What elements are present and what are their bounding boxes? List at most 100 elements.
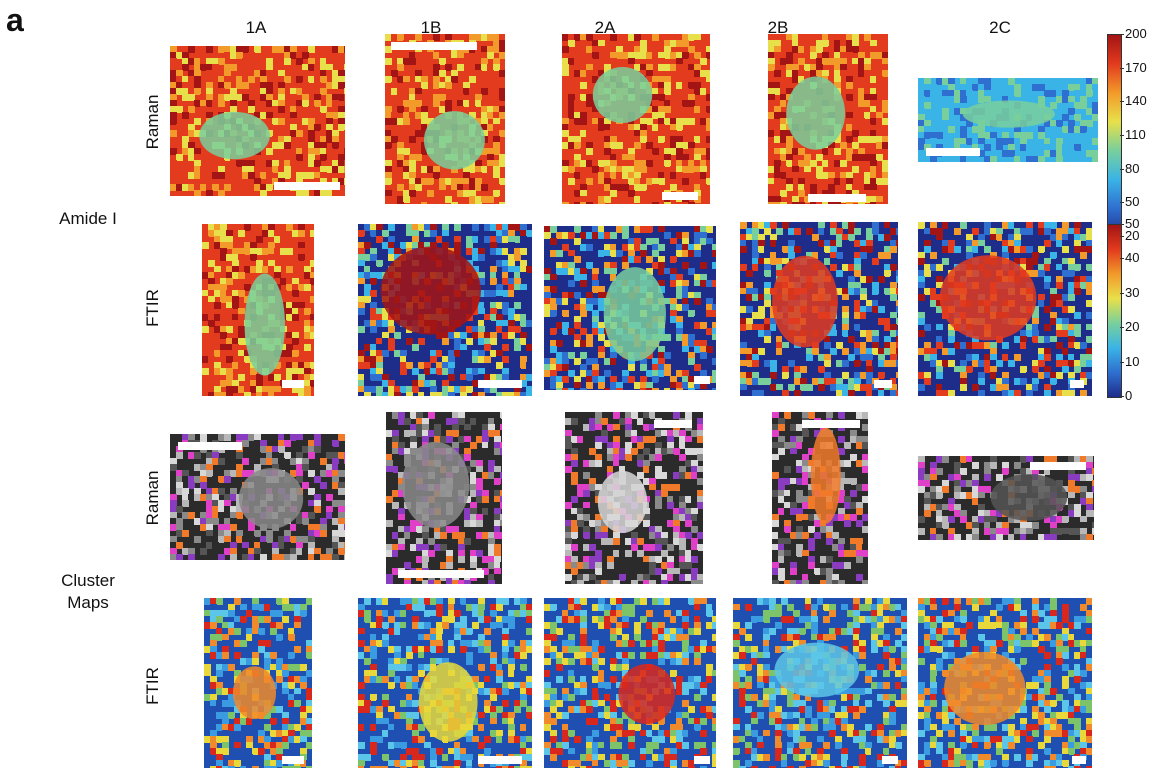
map-texture [562,34,710,204]
map-cluster-raman-2a [565,412,703,584]
map-texture [740,222,898,396]
map-amide-raman-2b [768,34,888,204]
group-label-cluster: Cluster Maps [38,570,138,614]
colorbar-tick-label: 50 [1125,216,1140,231]
row-label-amide-ftir: FTIR [143,289,162,327]
row-label-cluster-raman: Raman [143,470,162,526]
map-amide-ftir-2c [918,222,1092,396]
column-label-2a: 2A [594,18,616,37]
map-texture [772,412,868,584]
colorbar-tick-mark [1120,327,1124,329]
colorbar-tick-label: 140 [1125,93,1147,109]
colorbar-tick-mark [1120,236,1124,237]
map-amide-ftir-2a [544,226,716,390]
map-cluster-raman-2c [918,456,1094,540]
map-cluster-raman-2b [772,412,868,584]
colorbar-tick-mark [1120,224,1124,225]
colorbar-tick-mark [1120,202,1124,204]
scale-bar [926,148,980,156]
map-texture [202,224,314,396]
scale-bar [694,756,710,764]
colorbar-tick-label: 20 [1125,319,1140,335]
colorbar-tick-label: 10 [1125,353,1140,369]
map-texture [358,224,532,396]
scale-bar [694,376,710,384]
map-texture [918,456,1094,540]
colorbar-tick-mark [1120,258,1124,260]
scale-bar [478,380,522,388]
scale-bar [802,420,860,428]
map-texture [918,598,1092,768]
map-texture [204,598,312,768]
scale-bar [282,756,304,764]
colorbar-tick-label: 20 [1125,228,1140,243]
group-label-amide: Amide I [59,209,117,228]
map-texture [385,34,505,204]
colorbar-tick-label: 170 [1125,59,1147,75]
colorbar-tick-mark [1120,361,1124,363]
map-texture [768,34,888,204]
colorbar-tick-mark [1120,292,1124,294]
map-cluster-ftir-1b [358,598,532,768]
map-texture [565,412,703,584]
scale-bar [654,420,692,428]
scale-bar [808,194,866,202]
colorbar-tick-mark [1120,135,1124,136]
scale-bar [178,442,242,450]
map-cluster-raman-1b [386,412,502,584]
colorbar-tick-mark [1120,67,1124,69]
colorbar-tick-mark [1120,34,1124,35]
map-amide-ftir-2b [740,222,898,396]
colorbar-tick-label: 110 [1125,127,1146,142]
scale-bar [882,756,898,764]
column-label-1a: 1A [245,18,267,37]
row-label-amide-raman: Raman [143,94,162,150]
map-texture [544,226,716,390]
map-texture [386,412,502,584]
map-cluster-ftir-2b [733,598,907,768]
colorbar-tick-label: 200 [1125,26,1147,41]
scale-bar [282,380,304,388]
group-label-cluster-line1: Cluster [61,571,115,590]
colorbar-tick-mark [1120,396,1124,397]
colorbar-tick-label: 30 [1125,284,1140,300]
scale-bar [1030,462,1086,470]
scale-bar [274,182,340,190]
colorbar-tick-label: 0 [1125,388,1133,403]
scale-bar [1072,756,1086,764]
colorbar-tick-label: 50 [1125,194,1140,210]
colorbar-tick-mark [1120,101,1124,103]
map-cluster-ftir-2a [544,598,716,768]
scale-bar [478,756,522,764]
map-amide-raman-2a [562,34,710,204]
map-cluster-ftir-1a [204,598,312,768]
scale-bar [1070,380,1084,388]
scale-bar [398,570,484,578]
group-label-cluster-line2: Maps [67,593,109,612]
map-cluster-ftir-2c [918,598,1092,768]
map-amide-ftir-1a [202,224,314,396]
colorbar-tick-mark [1120,168,1124,170]
scale-bar [391,42,477,50]
map-texture [170,434,345,560]
map-texture [918,78,1098,162]
column-label-2b: 2B [767,18,789,37]
colorbar-tick-label: 40 [1125,250,1140,266]
row-label-cluster-ftir: FTIR [143,667,162,705]
map-texture [733,598,907,768]
map-texture [170,46,345,196]
column-label-2c: 2C [989,18,1011,37]
colorbar-ftir [1107,224,1122,398]
map-texture [544,598,716,768]
map-texture [918,222,1092,396]
scale-bar [662,192,698,200]
scale-bar [874,380,892,388]
colorbar-raman [1107,34,1122,238]
map-cluster-raman-1a [170,434,345,560]
map-texture [358,598,532,768]
panel-letter: a [6,2,24,38]
map-amide-ftir-1b [358,224,532,396]
colorbar-tick-label: 80 [1125,160,1140,176]
map-amide-raman-1b [385,34,505,204]
column-label-1b: 1B [420,18,442,37]
